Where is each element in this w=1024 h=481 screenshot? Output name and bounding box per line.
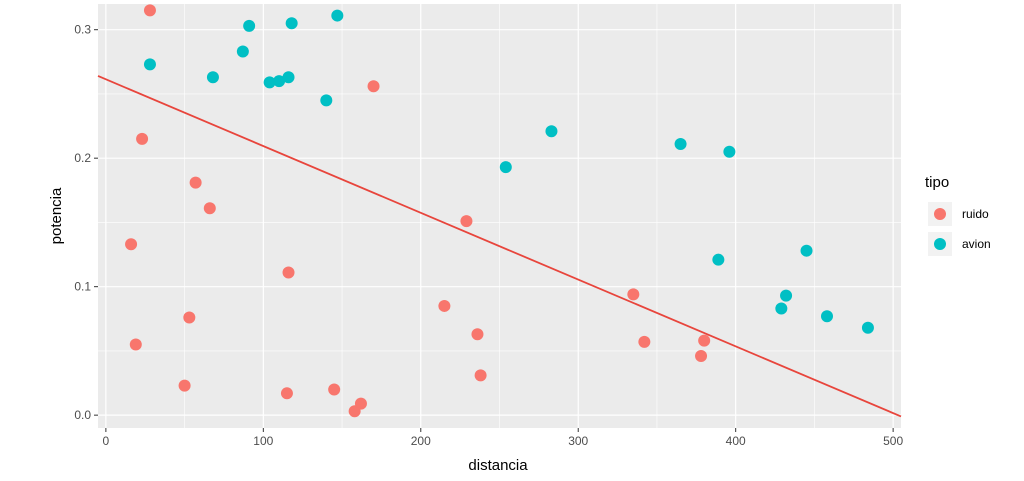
points-layer	[125, 4, 874, 418]
point-ruido	[178, 379, 191, 392]
y-tick-label: 0.2	[74, 151, 91, 165]
point-ruido	[328, 383, 341, 396]
x-tick-label: 500	[883, 434, 903, 448]
point-ruido	[354, 397, 367, 410]
x-axis-title: distancia	[468, 457, 528, 474]
point-ruido	[143, 4, 156, 17]
axes: 0 100 200 300 400 500 0.0 0.1 0.2 0.3	[74, 23, 903, 448]
point-avion	[499, 161, 512, 174]
point-avion	[775, 302, 788, 315]
point-avion	[263, 76, 276, 89]
point-ruido	[438, 299, 451, 312]
point-avion	[712, 253, 725, 266]
point-avion	[861, 321, 874, 334]
point-ruido	[125, 238, 138, 251]
point-avion	[331, 9, 344, 22]
point-ruido	[638, 335, 651, 348]
regression-line	[97, 75, 902, 418]
legend: tipo ruido avion	[925, 174, 991, 256]
x-tick-label: 200	[411, 434, 431, 448]
point-ruido	[695, 350, 708, 363]
point-ruido	[367, 80, 380, 93]
point-ruido	[474, 369, 487, 382]
legend-title: tipo	[925, 174, 949, 191]
x-tick-label: 400	[726, 434, 746, 448]
legend-key-ruido	[934, 208, 946, 220]
legend-label-ruido: ruido	[962, 207, 989, 221]
point-ruido	[203, 202, 216, 215]
y-tick-label: 0.0	[74, 408, 91, 422]
point-avion	[143, 58, 156, 71]
x-tick-label: 100	[253, 434, 273, 448]
x-tick-label: 0	[103, 434, 110, 448]
point-avion	[674, 138, 687, 151]
point-ruido	[471, 328, 484, 341]
point-avion	[273, 75, 286, 88]
y-tick-label: 0.1	[74, 280, 91, 294]
x-tick-label: 300	[568, 434, 588, 448]
point-avion	[206, 71, 219, 84]
point-ruido	[698, 334, 711, 347]
legend-key-avion	[934, 238, 946, 250]
point-avion	[243, 19, 256, 32]
legend-items: ruido avion	[928, 202, 991, 256]
point-ruido	[129, 338, 142, 351]
point-ruido	[136, 132, 149, 145]
point-ruido	[282, 266, 295, 279]
point-avion	[800, 244, 813, 257]
y-axis-title: potencia	[48, 187, 65, 244]
point-avion	[723, 145, 736, 158]
point-avion	[320, 94, 333, 107]
point-ruido	[183, 311, 196, 324]
point-avion	[285, 17, 298, 30]
point-avion	[236, 45, 249, 58]
point-ruido	[280, 387, 293, 400]
point-avion	[282, 71, 295, 84]
point-ruido	[460, 215, 473, 228]
point-avion	[820, 310, 833, 323]
y-tick-label: 0.3	[74, 23, 91, 37]
fit-line-layer	[97, 75, 902, 418]
point-ruido	[189, 176, 202, 189]
grid-lines	[98, 4, 901, 428]
point-ruido	[627, 288, 640, 301]
legend-label-avion: avion	[962, 237, 991, 251]
point-avion	[545, 125, 558, 138]
point-avion	[780, 289, 793, 302]
